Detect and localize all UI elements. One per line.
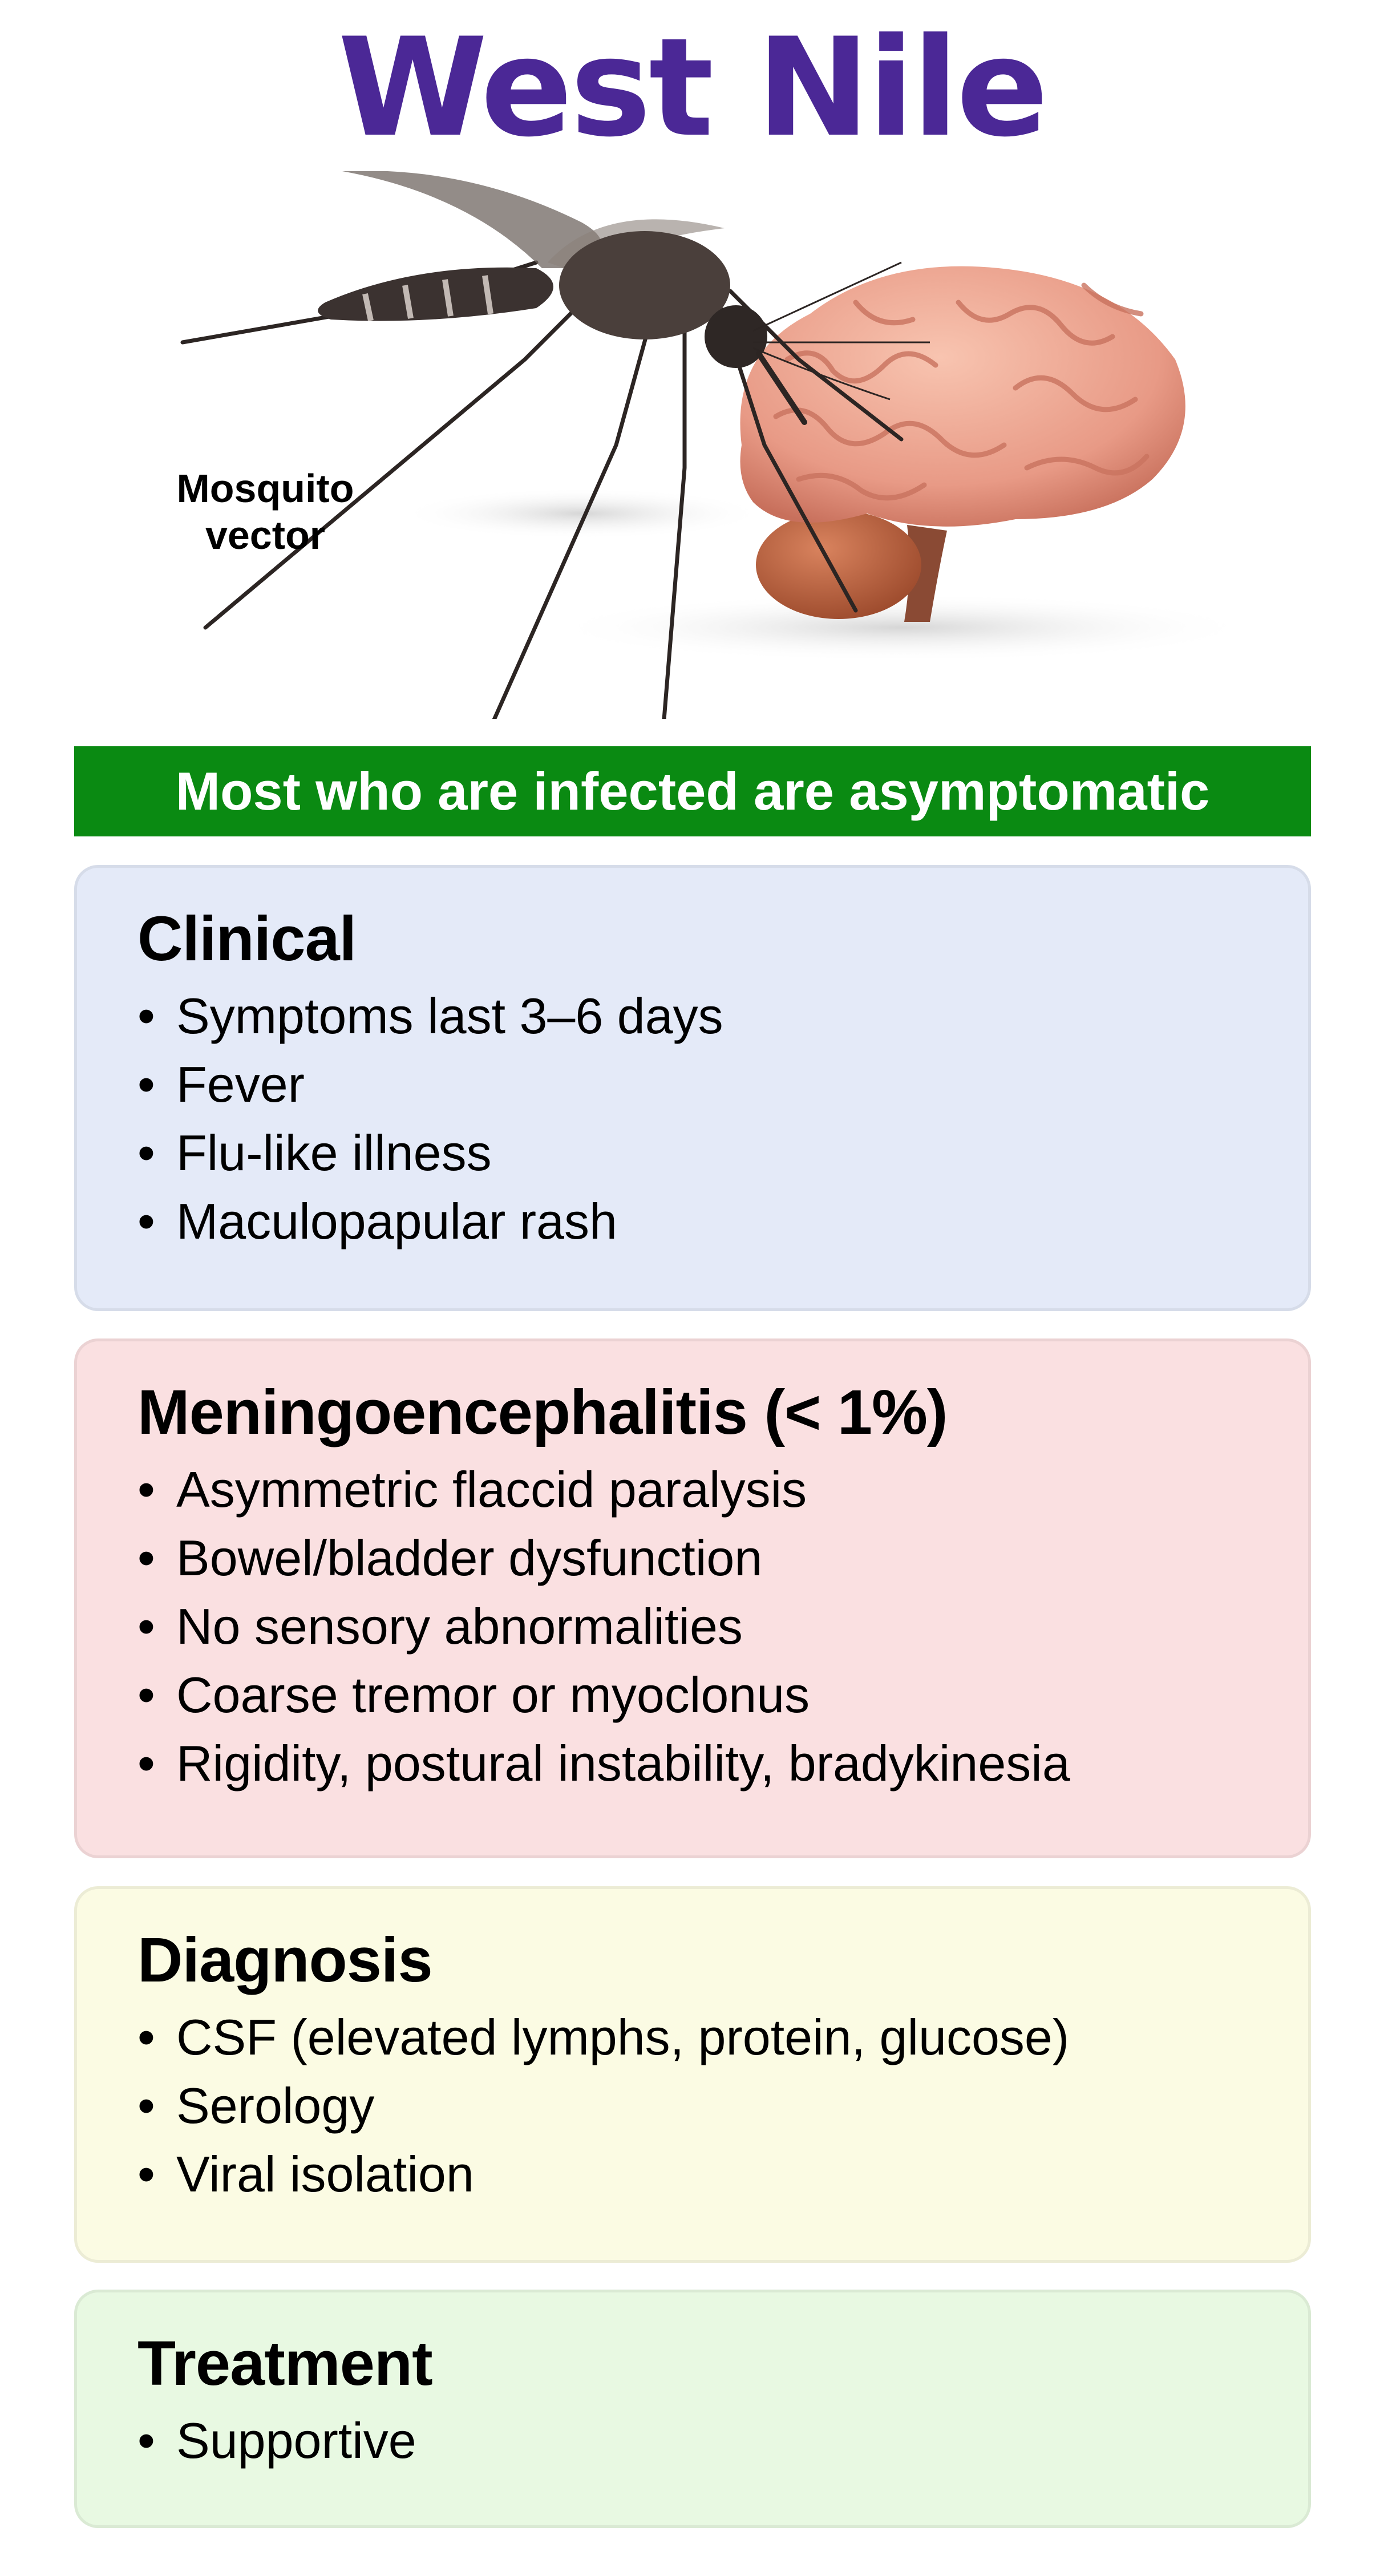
diagnosis-heading: Diagnosis [137,1925,433,1995]
bullet-icon: • [137,2146,155,2202]
cerebellum [756,511,921,619]
list-item: • Flu-like illness [137,1119,1308,1187]
list-item-text: Serology [176,2077,375,2134]
diagnosis-card: Diagnosis • CSF (elevated lymphs, protein… [74,1886,1311,2263]
illustration-svg [180,171,1227,719]
list-item-text: Viral isolation [176,2146,474,2202]
bullet-icon: • [137,2412,155,2469]
treatment-list: • Supportive [137,2407,1308,2475]
list-item: • Serology [137,2072,1308,2140]
list-item: • CSF (elevated lymphs, protein, glucose) [137,2003,1308,2072]
bullet-icon: • [137,2009,155,2065]
list-item: • No sensory abnormalities [137,1592,1308,1661]
list-item: • Bowel/bladder dysfunction [137,1524,1308,1592]
vector-label-text: Mosquito vector [176,466,354,557]
list-item-text: Rigidity, postural instability, bradykin… [176,1735,1070,1792]
bullet-icon: • [137,1735,155,1792]
list-item: • Supportive [137,2407,1308,2475]
bullet-icon: • [137,1667,155,1723]
mosquito-vector-label: Mosquito vector [131,465,399,559]
list-item: • Coarse tremor or myoclonus [137,1661,1308,1729]
bullet-icon: • [137,1056,155,1113]
bullet-icon: • [137,1598,155,1655]
bullet-icon: • [137,1193,155,1249]
mosquito-brain-illustration [171,171,1227,719]
bullet-icon: • [137,1461,155,1518]
mosquito-head [705,305,767,368]
meningoencephalitis-heading: Meningoencephalitis (< 1%) [137,1377,948,1447]
bullet-icon: • [137,988,155,1044]
list-item-text: Maculopapular rash [176,1193,617,1249]
list-item-text: Fever [176,1056,305,1113]
list-item-text: Flu-like illness [176,1125,492,1181]
asymptomatic-banner: Most who are infected are asymptomatic [74,746,1311,836]
list-item-text: No sensory abnormalities [176,1598,743,1655]
list-item-text: Symptoms last 3–6 days [176,988,723,1044]
mosquito-abdomen [318,267,553,321]
shadow [548,593,1227,662]
page-title: West Nile [338,9,1049,167]
clinical-list: • Symptoms last 3–6 days • Fever • Flu-like i… [137,982,1308,1256]
list-item-text: Asymmetric flaccid paralysis [176,1461,807,1518]
meningoencephalitis-list: • Asymmetric flaccid paralysis • Bowel/blad… [137,1455,1308,1798]
bullet-icon: • [137,1530,155,1586]
shadow [399,488,764,539]
clinical-card: Clinical • Symptoms last 3–6 days • Fever • F… [74,865,1311,1311]
clinical-heading: Clinical [137,904,357,974]
diagnosis-list: • CSF (elevated lymphs, protein, glucose)… [137,2003,1308,2209]
list-item-text: Supportive [176,2412,416,2469]
list-item-text: Coarse tremor or myoclonus [176,1667,810,1723]
mosquito-wing [342,171,602,268]
list-item-text: Bowel/bladder dysfunction [176,1530,763,1586]
mosquito-thorax [559,231,730,339]
bullet-icon: • [137,2077,155,2134]
list-item: • Viral isolation [137,2140,1308,2209]
meningoencephalitis-card: Meningoencephalitis (< 1%) • Asymmetric f… [74,1338,1311,1858]
mosquito-proboscis [756,351,807,425]
treatment-heading: Treatment [137,2328,433,2399]
list-item: • Maculopapular rash [137,1187,1308,1256]
list-item-text: CSF (elevated lymphs, protein, glucose) [176,2009,1070,2065]
list-item: • Symptoms last 3–6 days [137,982,1308,1050]
list-item: • Asymmetric flaccid paralysis [137,1455,1308,1524]
list-item: • Fever [137,1050,1308,1119]
treatment-card: Treatment • Supportive [74,2290,1311,2528]
list-item: • Rigidity, postural instability, bradyki… [137,1729,1308,1798]
bullet-icon: • [137,1125,155,1181]
